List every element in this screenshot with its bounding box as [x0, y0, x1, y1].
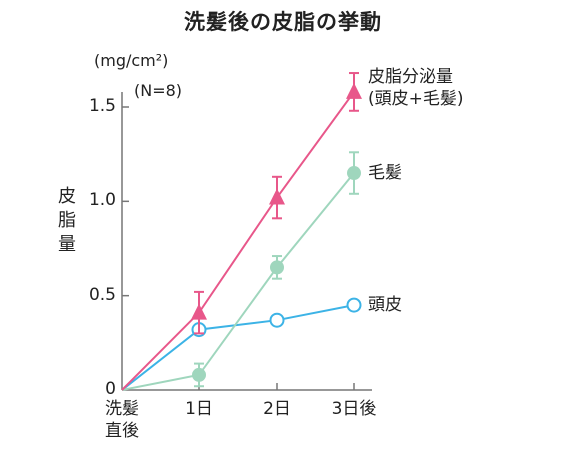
sample-size-note: (N=8)	[134, 81, 183, 100]
y-tick-label: 0.5	[88, 284, 116, 305]
series-label: 頭皮	[368, 295, 402, 315]
data-point-circle	[192, 367, 206, 382]
data-point-open-circle	[346, 297, 362, 313]
series-label: 皮脂分泌量 (頭皮+毛髪)	[368, 67, 464, 109]
y-axis-label: 皮脂量	[58, 186, 76, 255]
series-line	[121, 304, 355, 391]
y-tick-label: 0	[105, 379, 116, 399]
x-tick-label: 2日	[263, 399, 291, 419]
x-tick-label: 3日後	[331, 399, 377, 419]
data-point-open-circle	[269, 312, 285, 328]
series-line	[121, 91, 355, 391]
series-label: 毛髪	[368, 163, 402, 183]
chart-title: 洗髪後の皮脂の挙動	[184, 10, 382, 34]
data-point-triangle	[191, 303, 207, 320]
data-point-circle	[347, 166, 361, 181]
data-point-circle	[270, 260, 284, 275]
y-tick-label: 1.0	[88, 190, 116, 211]
series-line	[121, 172, 355, 391]
x-tick-label: 洗髪 直後	[105, 399, 139, 441]
y-axis-unit: (mg/cm²)	[94, 51, 169, 70]
y-tick-label: 1.5	[88, 96, 116, 116]
data-point-triangle	[346, 82, 362, 99]
data-point-triangle	[269, 188, 285, 205]
x-tick-label: 1日	[185, 399, 213, 419]
